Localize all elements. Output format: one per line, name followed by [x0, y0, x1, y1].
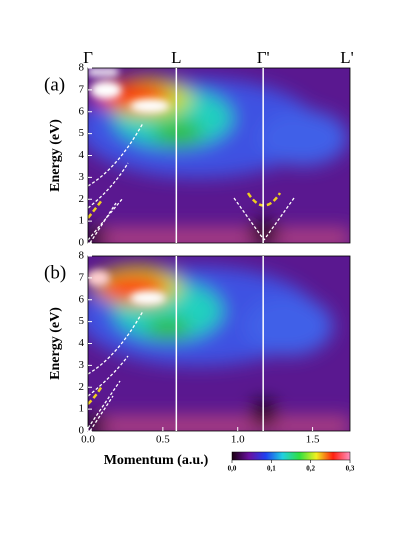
y-tick-label: 6 — [79, 293, 85, 305]
y-axis-label: Energy (eV) — [48, 307, 63, 380]
panel-label: (b) — [44, 262, 66, 283]
x-tick-label: 0.5 — [156, 434, 170, 446]
y-tick-label: 8 — [79, 62, 85, 74]
y-tick-label: 2 — [79, 193, 85, 205]
x-tick-label: 0.0 — [81, 434, 95, 446]
heatmap — [88, 256, 350, 431]
y-tick-label: 5 — [79, 127, 85, 139]
y-tick-label: 2 — [79, 381, 85, 393]
y-tick-label: 3 — [79, 359, 85, 371]
x-tick-label: 1.5 — [306, 434, 320, 446]
symmetry-label: Γ' — [257, 48, 270, 67]
y-tick-label: 5 — [79, 315, 85, 327]
symmetry-label: L — [171, 48, 181, 67]
y-tick-label: 8 — [79, 250, 85, 262]
y-tick-label: 6 — [79, 105, 85, 117]
y-tick-label: 4 — [79, 337, 85, 349]
y-tick-label: 1 — [79, 403, 85, 415]
y-tick-label: 0 — [79, 237, 85, 249]
symmetry-label: L' — [340, 48, 353, 67]
symmetry-label: Γ — [83, 48, 93, 67]
colorbar-tick-label: 0,0 — [228, 465, 237, 473]
y-tick-label: 1 — [79, 215, 85, 227]
x-tick-label: 1.0 — [231, 434, 245, 446]
y-axis-label: Energy (eV) — [48, 119, 63, 192]
colorbar — [231, 451, 351, 461]
colorbar-tick-label: 0,2 — [306, 465, 315, 473]
y-tick-label: 3 — [79, 171, 85, 183]
y-tick-label: 4 — [79, 149, 85, 161]
colorbar-tick-label: 0,1 — [267, 465, 276, 473]
x-axis-label: Momentum (a.u.) — [104, 453, 209, 468]
panel-label: (a) — [44, 74, 65, 95]
y-tick-label: 7 — [79, 271, 85, 283]
heatmap — [88, 68, 350, 243]
y-tick-label: 0 — [79, 425, 85, 437]
y-tick-label: 7 — [79, 83, 85, 95]
colorbar-tick-label: 0,3 — [346, 465, 355, 473]
